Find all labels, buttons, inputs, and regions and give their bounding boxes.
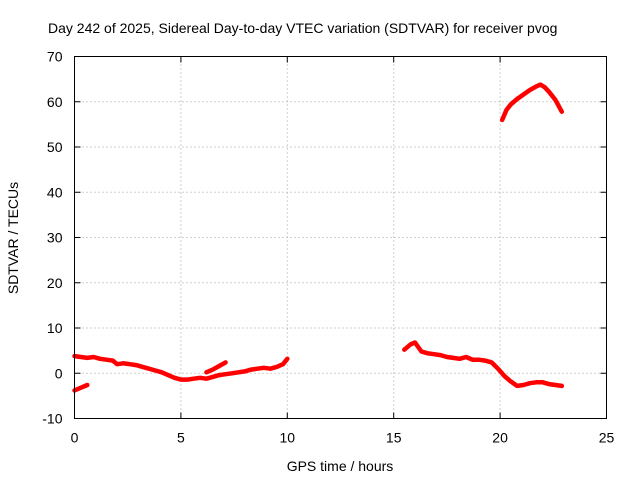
x-tick-label: 5 (177, 430, 185, 446)
series-line-segment-5 (499, 82, 565, 123)
y-tick-label: 60 (47, 94, 63, 110)
series-line-segment-3 (204, 360, 228, 375)
axis-ticks: 0 5 10 15 20 25 -10 0 10 20 30 40 50 60 70 (42, 49, 614, 446)
y-tick-label: 20 (47, 275, 63, 291)
y-tick-label: 40 (47, 184, 63, 200)
x-tick-label: 20 (492, 430, 508, 446)
y-tick-label: 70 (47, 49, 63, 65)
x-tick-label: 0 (71, 430, 79, 446)
y-tick-label: 10 (47, 320, 63, 336)
series-line-segment-2 (72, 353, 290, 382)
series-line-segment-1 (72, 382, 90, 393)
x-tick-label: 25 (599, 430, 615, 446)
grid (74, 56, 607, 419)
y-tick-label: 50 (47, 139, 63, 155)
x-axis-label: GPS time / hours (287, 458, 394, 474)
y-axis-label: SDTVAR / TECUs (5, 182, 21, 294)
x-tick-label: 10 (280, 430, 296, 446)
x-tick-label: 15 (386, 430, 402, 446)
y-tick-label: -10 (42, 411, 62, 427)
y-tick-label: 0 (55, 365, 63, 381)
plot-area (72, 82, 565, 393)
y-tick-label: 30 (47, 230, 63, 246)
series-line-segment-4 (402, 340, 565, 389)
chart-title: Day 242 of 2025, Sidereal Day-to-day VTE… (48, 20, 557, 36)
plot-frame (74, 56, 607, 419)
